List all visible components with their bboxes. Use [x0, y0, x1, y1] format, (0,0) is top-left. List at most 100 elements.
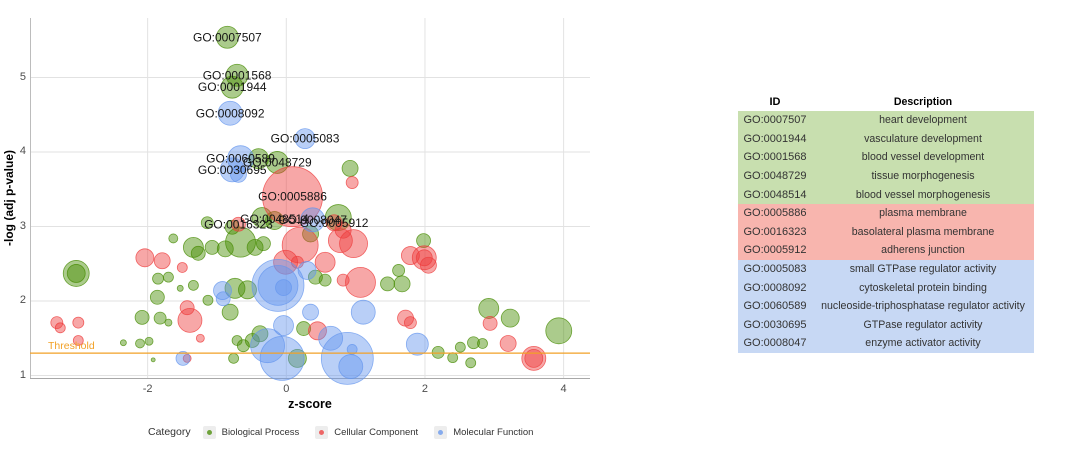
bubble	[225, 63, 249, 87]
x-tick-label: 0	[283, 383, 290, 395]
bubble	[216, 240, 234, 258]
bubble	[477, 338, 488, 349]
bubble	[215, 291, 231, 307]
bubble-label: GO:0048729	[243, 155, 312, 169]
bubble-label: GO:0005886	[258, 190, 327, 204]
bubble	[318, 273, 332, 287]
bubble	[190, 245, 206, 261]
y-tick-label: 1	[19, 368, 26, 381]
bubble	[392, 264, 406, 277]
table-cell-id: GO:0008092	[743, 281, 807, 294]
table-row: GO:0030695 GTPase regulator activity	[738, 315, 1034, 335]
table-cell-description: small GTPase regulator activity	[849, 263, 997, 276]
table-row: GO:0048514 blood vessel morphogenesis	[738, 185, 1034, 204]
bubble	[478, 298, 500, 319]
legend-item-bp: Biological Process	[202, 425, 300, 439]
bubble	[346, 344, 358, 355]
table-cell-description: adherens junction	[881, 244, 965, 257]
bubble	[345, 266, 376, 298]
bubble	[164, 318, 173, 327]
table-cell-id: GO:0005083	[743, 263, 807, 276]
bubble	[135, 338, 145, 349]
bubble	[179, 300, 195, 316]
bubble	[324, 204, 352, 231]
legend-title: Category	[148, 426, 191, 438]
bubble	[273, 249, 299, 275]
table-cell-description: nucleoside-triphosphatase regulator acti…	[821, 300, 1025, 313]
bubble	[420, 256, 437, 274]
bubble	[336, 273, 350, 287]
bubble	[177, 307, 203, 333]
bubble-label: GO:0008092	[196, 106, 265, 120]
bubble	[500, 308, 520, 328]
table-cell-id: GO:0016323	[743, 225, 807, 238]
bubble-label: GO:0016323	[204, 217, 273, 231]
bubble	[416, 233, 431, 249]
bubble	[431, 346, 445, 359]
bubble	[204, 239, 220, 255]
table-row: GO:0048729 tissue morphogenesis	[738, 166, 1034, 186]
table-row: GO:0007507 heart development	[738, 111, 1034, 130]
bubble	[251, 258, 305, 312]
table-cell-description: heart development	[879, 114, 967, 127]
table-row: GO:0005886 plasma membrane	[738, 203, 1034, 223]
bubble	[302, 303, 319, 321]
bubble-label: GO:0001568	[203, 68, 272, 82]
bubble	[175, 350, 191, 366]
bubble	[339, 229, 368, 259]
bubble	[341, 159, 359, 177]
bubble	[246, 238, 264, 256]
legend-item-label: Cellular Component	[334, 426, 419, 438]
x-tick-label: -2	[142, 383, 153, 395]
table-cell-id: GO:0048514	[743, 188, 807, 201]
table-cell-description: basolateral plasma membrane	[851, 225, 995, 238]
table-header-id: ID	[769, 96, 781, 108]
table-row: GO:0005912 adherens junction	[738, 241, 1034, 260]
legend-item-label: Biological Process	[221, 426, 300, 438]
x-axis-title: z-score	[288, 397, 332, 411]
table-cell-id: GO:0001944	[743, 132, 807, 145]
table-row: GO:0001944 vasculature development	[738, 129, 1034, 149]
bubble	[54, 322, 66, 334]
bubble	[66, 264, 86, 283]
bubble	[327, 228, 353, 254]
bubble	[153, 252, 171, 270]
bubble-label: GO:0007507	[193, 30, 262, 44]
table-cell-description: blood vessel morphogenesis	[855, 188, 991, 201]
bubble	[153, 311, 167, 325]
bubble	[149, 289, 165, 305]
bubble	[202, 294, 214, 306]
bubble	[308, 321, 327, 341]
bubble	[545, 317, 573, 345]
table-row: GO:0001568 blood vessel development	[738, 148, 1034, 167]
bubble	[262, 166, 323, 228]
table-cell-description: tissue morphogenesis	[871, 170, 975, 183]
go-bubble-chart: -log (adj p-value) 1 2 3 4 5 Threshold GO:000…	[2, 18, 590, 439]
table-row: GO:0060589 nucleoside-triphosphatase regu…	[738, 296, 1034, 316]
bubble	[200, 216, 214, 230]
table-row: GO:0008092 cytoskeletal protein binding	[738, 278, 1034, 297]
bubble	[467, 336, 480, 350]
bubble	[182, 236, 204, 258]
plot-panel: Threshold GO:0007507 GO:0001568 GO:0001944 G…	[30, 18, 590, 385]
bubble	[482, 315, 498, 331]
bubble-label: GO:0005083	[271, 132, 340, 146]
bubble	[521, 345, 547, 371]
bubble	[405, 332, 429, 356]
legend-key	[434, 425, 448, 439]
bubble-label: GO:0048514	[240, 212, 309, 226]
bubble	[176, 262, 188, 273]
y-tick-label: 2	[19, 294, 26, 306]
table-cell-id: GO:0005886	[743, 207, 807, 220]
legend-swatch-dot	[206, 429, 212, 435]
bubble	[217, 100, 243, 126]
bubble	[248, 148, 269, 170]
y-tick-label: 3	[19, 219, 26, 232]
bubble	[163, 271, 174, 283]
table-cell-id: GO:0030695	[743, 318, 807, 331]
bubble	[230, 165, 247, 183]
bubble	[499, 335, 517, 352]
threshold-label: Threshold	[48, 340, 95, 352]
table-cell-id: GO:0001568	[743, 151, 807, 164]
